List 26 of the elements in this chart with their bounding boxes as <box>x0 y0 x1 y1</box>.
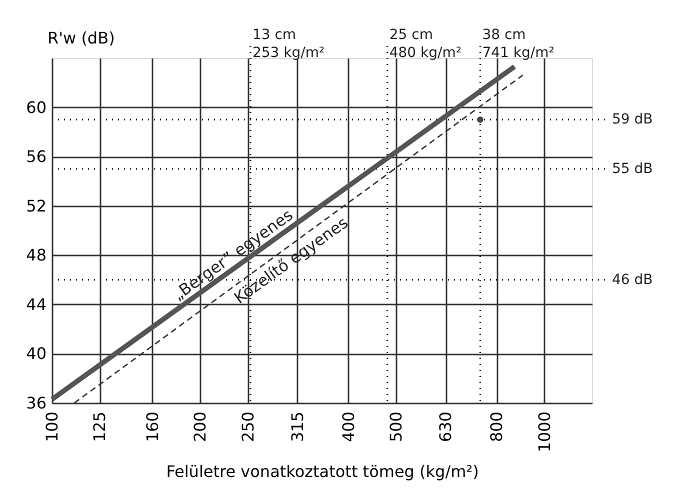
x-tick-label: 100 <box>42 412 62 442</box>
x-tick-label: 1000 <box>534 412 554 452</box>
ref-line-label: 38 cm 741 kg/m² <box>482 27 554 61</box>
x-tick-label: 800 <box>487 412 506 442</box>
x-tick-label: 315 <box>288 412 307 442</box>
y-tick-label: 44 <box>26 294 46 314</box>
ref-line-label: 59 dB <box>612 112 653 128</box>
y-axis-title: R'w (dB) <box>48 28 115 48</box>
y-tick-label: 40 <box>26 344 46 364</box>
x-axis-title: Felületre vonatkoztatott tömeg (kg/m²) <box>166 462 479 482</box>
y-tick-label: 36 <box>26 394 46 412</box>
x-tick-label: 200 <box>190 412 210 442</box>
ref-line-label: 13 cm 253 kg/m² <box>252 27 325 61</box>
x-tick-label: 500 <box>386 412 406 442</box>
ref-line-label: 25 cm 480 kg/m² <box>389 27 462 61</box>
x-tick-label: 630 <box>436 412 456 442</box>
x-tick-label: 400 <box>338 412 358 442</box>
x-tick-label: 125 <box>90 412 110 442</box>
ref-line-label: 46 dB <box>612 272 653 288</box>
x-tick-label: 250 <box>238 412 258 442</box>
x-tick-label: 160 <box>142 412 162 442</box>
ref-line-label: 55 dB <box>612 160 653 177</box>
y-tick-label: 60 <box>26 98 46 117</box>
y-tick-label: 56 <box>26 147 46 166</box>
y-tick-label: 52 <box>26 196 46 216</box>
y-tick-label: 48 <box>26 246 46 265</box>
